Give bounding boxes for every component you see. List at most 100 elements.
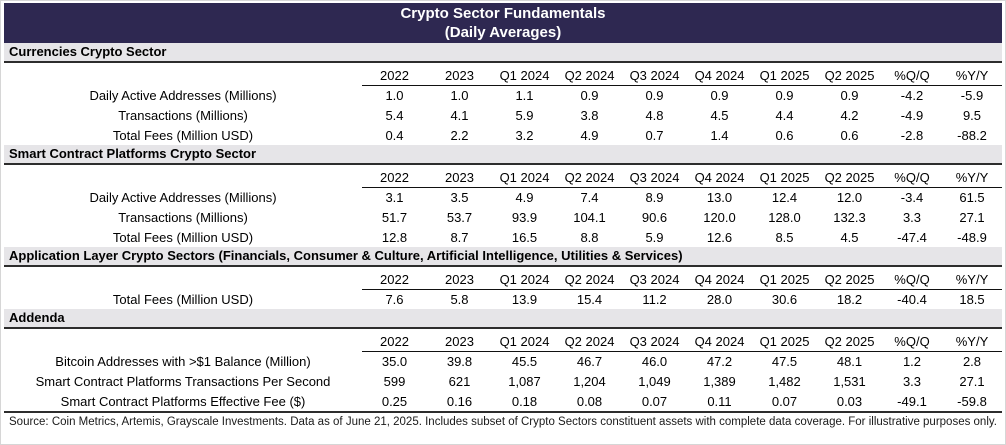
column-header: Q3 2024: [622, 63, 687, 86]
cell-value: 12.8: [381, 229, 408, 245]
table-body: Currencies Crypto Sector 2022 2023 Q1 2024 Q…: [4, 43, 1002, 411]
cell-value: 2.2: [450, 127, 469, 143]
cell-value: 2.8: [962, 353, 982, 369]
cell-value: 30.6: [771, 291, 798, 307]
column-header: Q4 2024: [687, 329, 752, 352]
cell-value: 120.0: [703, 209, 736, 225]
column-header: 2022: [362, 267, 427, 290]
cell-value: 0.9: [840, 87, 859, 103]
column-header-spacer: [4, 267, 362, 289]
cell-value: 93.9: [511, 209, 538, 225]
cell-value: 3.2: [515, 127, 534, 143]
cell-value: 8.5: [775, 229, 794, 245]
column-header: 2022: [362, 165, 427, 188]
cell-value: -4.9: [900, 107, 924, 123]
cell-value: 5.9: [645, 229, 664, 245]
column-header: Q2 2024: [557, 329, 622, 352]
row-label: Total Fees (Million USD): [112, 127, 254, 143]
column-header: %Q/Q: [882, 329, 942, 352]
table-row: Total Fees (Million USD) 0.4 2.2 3.2 4.9 0.7 1…: [4, 125, 1002, 145]
cell-value: -40.4: [897, 291, 927, 307]
section-header: Smart Contract Platforms Crypto Sector: [4, 145, 1002, 165]
column-header-row: 2022 2023 Q1 2024 Q2 2024 Q3 2024 Q4 2024 Q1 2…: [4, 63, 1002, 86]
cell-value: 4.1: [450, 107, 469, 123]
cell-value: 4.9: [515, 189, 534, 205]
cell-value: 104.1: [573, 209, 606, 225]
column-header: Q1 2024: [492, 329, 557, 352]
cell-value: 1,531: [833, 373, 866, 389]
row-label: Daily Active Addresses (Millions): [89, 189, 277, 205]
cell-value: 12.6: [706, 229, 733, 245]
column-header: %Q/Q: [882, 63, 942, 86]
cell-value: -88.2: [957, 127, 987, 143]
column-header-row: 2022 2023 Q1 2024 Q2 2024 Q3 2024 Q4 2024 Q1 2…: [4, 329, 1002, 352]
column-header: %Y/Y: [942, 63, 1002, 86]
cell-value: 0.25: [381, 393, 408, 409]
cell-value: 48.1: [836, 353, 863, 369]
cell-value: 7.6: [385, 291, 404, 307]
source-note: Source: Coin Metrics, Artemis, Grayscale…: [4, 411, 1002, 430]
cell-value: 599: [383, 373, 406, 389]
cell-value: 18.5: [959, 291, 985, 307]
cell-value: 0.03: [836, 393, 863, 409]
cell-value: 0.18: [511, 393, 538, 409]
column-header: Q1 2024: [492, 165, 557, 188]
cell-value: 47.2: [706, 353, 733, 369]
cell-value: 4.5: [710, 107, 729, 123]
cell-value: -59.8: [957, 393, 987, 409]
table-title: Crypto Sector Fundamentals: [400, 5, 606, 22]
cell-value: 3.1: [385, 189, 404, 205]
cell-value: 4.8: [645, 107, 664, 123]
column-header: Q3 2024: [622, 267, 687, 290]
column-header: Q1 2025: [752, 267, 817, 290]
cell-value: 0.16: [446, 393, 473, 409]
cell-value: 0.9: [645, 87, 664, 103]
cell-value: 61.5: [959, 189, 985, 205]
section-header: Currencies Crypto Sector: [4, 43, 1002, 63]
column-header: Q2 2024: [557, 165, 622, 188]
cell-value: 45.5: [511, 353, 538, 369]
cell-value: 46.0: [641, 353, 668, 369]
row-label: Daily Active Addresses (Millions): [89, 87, 277, 103]
column-header: Q4 2024: [687, 267, 752, 290]
section-table: 2022 2023 Q1 2024 Q2 2024 Q3 2024 Q4 2024 Q1 2…: [4, 267, 1002, 309]
section-table: 2022 2023 Q1 2024 Q2 2024 Q3 2024 Q4 2024 Q1 2…: [4, 329, 1002, 411]
section-header: Application Layer Crypto Sectors (Financ…: [4, 247, 1002, 267]
cell-value: 13.0: [706, 189, 733, 205]
column-header: Q1 2024: [492, 63, 557, 86]
column-header-row: 2022 2023 Q1 2024 Q2 2024 Q3 2024 Q4 2024 Q1 2…: [4, 267, 1002, 290]
cell-value: 1.2: [902, 353, 922, 369]
cell-value: 3.8: [580, 107, 599, 123]
cell-value: 51.7: [381, 209, 408, 225]
column-header: Q1 2025: [752, 165, 817, 188]
cell-value: 12.0: [836, 189, 863, 205]
row-label: Total Fees (Million USD): [112, 229, 254, 245]
table-row: Transactions (Millions) 5.4 4.1 5.9 3.8 4.8 4.…: [4, 105, 1002, 125]
cell-value: -3.4: [900, 189, 924, 205]
cell-value: 15.4: [576, 291, 603, 307]
column-header: Q2 2024: [557, 63, 622, 86]
table-row: Bitcoin Addresses with >$1 Balance (Mill…: [4, 351, 1002, 371]
cell-value: 0.6: [775, 127, 794, 143]
cell-value: 53.7: [446, 209, 473, 225]
cell-value: 16.5: [511, 229, 538, 245]
table-row: Daily Active Addresses (Millions) 3.1 3.5 4…: [4, 187, 1002, 207]
cell-value: 27.1: [959, 373, 985, 389]
section-table: 2022 2023 Q1 2024 Q2 2024 Q3 2024 Q4 2024 Q1 2…: [4, 165, 1002, 247]
cell-value: 1,482: [768, 373, 801, 389]
cell-value: 1,204: [573, 373, 606, 389]
cell-value: 9.5: [962, 107, 982, 123]
cell-value: 4.5: [840, 229, 859, 245]
cell-value: 1.4: [710, 127, 729, 143]
column-header: Q2 2025: [817, 165, 882, 188]
section-table: 2022 2023 Q1 2024 Q2 2024 Q3 2024 Q4 2024 Q1 2…: [4, 63, 1002, 145]
row-label: Smart Contract Platforms Transactions Pe…: [35, 373, 331, 389]
column-header: Q2 2024: [557, 267, 622, 290]
cell-value: 128.0: [768, 209, 801, 225]
cell-value: 0.08: [576, 393, 603, 409]
column-header-spacer: [4, 329, 362, 351]
table-row: Smart Contract Platforms Effective Fee (…: [4, 391, 1002, 411]
cell-value: 1,049: [638, 373, 671, 389]
cell-value: 5.8: [450, 291, 469, 307]
table-row: Total Fees (Million USD) 12.8 8.7 16.5 8.8 5.…: [4, 227, 1002, 247]
